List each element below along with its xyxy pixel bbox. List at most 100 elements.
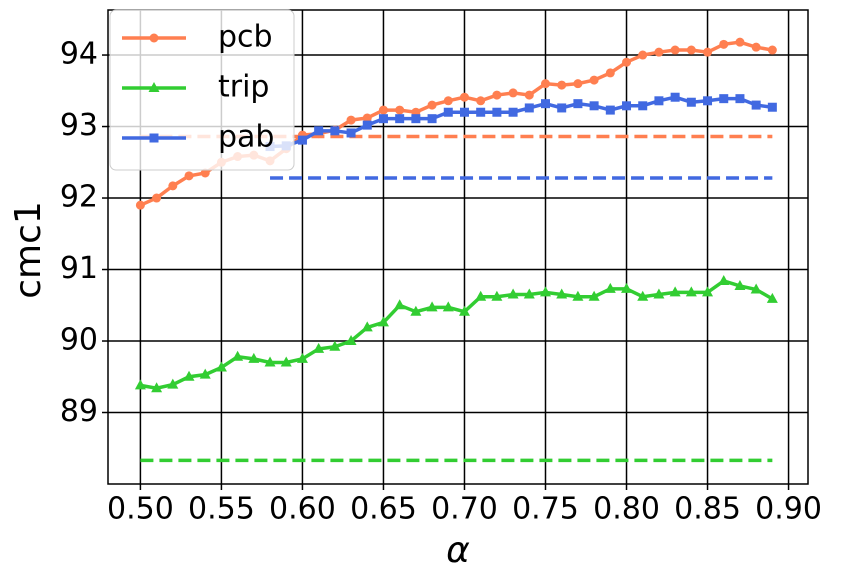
point [507, 288, 519, 299]
point [719, 94, 729, 104]
point [330, 126, 340, 136]
point [297, 135, 307, 145]
point [508, 88, 518, 98]
point [476, 107, 486, 117]
point [378, 105, 388, 115]
point [703, 96, 713, 106]
point [524, 90, 534, 100]
point [427, 114, 437, 124]
point [670, 92, 680, 102]
point [248, 352, 260, 363]
point [411, 114, 421, 124]
x-tick-label: 0.70 [431, 492, 498, 527]
point [751, 100, 761, 110]
point [168, 181, 178, 191]
point [410, 305, 422, 316]
x-tick-label: 0.75 [512, 492, 579, 527]
point [685, 286, 697, 297]
point [475, 290, 487, 301]
point [557, 103, 567, 113]
point [703, 47, 713, 57]
x-axis-label: α [446, 530, 470, 571]
point [589, 75, 599, 85]
point [200, 168, 210, 178]
point [395, 105, 405, 115]
point [184, 171, 194, 181]
point [232, 350, 244, 361]
point [492, 107, 502, 117]
point [604, 282, 616, 293]
point [735, 94, 745, 104]
point [491, 290, 503, 301]
point [751, 42, 761, 52]
point [670, 45, 680, 55]
legend-label: trip [218, 70, 269, 105]
point [459, 107, 469, 117]
x-tick-label: 0.65 [350, 492, 417, 527]
x-tick-label: 0.60 [269, 492, 336, 527]
point [183, 370, 195, 381]
point [654, 47, 664, 57]
y-tick-label: 93 [60, 108, 98, 143]
point [329, 340, 341, 351]
point [443, 107, 453, 117]
point [361, 321, 373, 332]
point [622, 57, 632, 67]
point [669, 286, 681, 297]
point [556, 288, 568, 299]
x-tick-label: 0.50 [107, 492, 174, 527]
point [605, 68, 615, 78]
point [638, 50, 648, 60]
point [313, 342, 325, 353]
point [557, 80, 567, 90]
point [573, 79, 583, 89]
point [148, 82, 160, 92]
legend-label: pab [218, 120, 274, 155]
point [314, 126, 324, 136]
point [395, 114, 405, 124]
point [443, 96, 453, 106]
y-tick-label: 91 [60, 251, 98, 286]
point [524, 103, 534, 113]
point [702, 286, 714, 297]
legend: pcb trip pab [109, 9, 295, 171]
point [458, 305, 470, 316]
point [134, 379, 146, 390]
legend-box [109, 9, 295, 171]
point [426, 301, 438, 312]
point [719, 39, 729, 49]
point [280, 356, 292, 367]
point [362, 113, 372, 123]
point [766, 292, 778, 303]
point [540, 286, 551, 297]
x-tick-label: 0.90 [755, 492, 822, 527]
point [394, 299, 406, 310]
point [541, 79, 550, 89]
point [427, 100, 437, 110]
point [346, 128, 356, 138]
point [654, 96, 664, 106]
point [149, 133, 159, 143]
point [750, 283, 762, 294]
point [215, 361, 227, 372]
legend-label: pcb [218, 20, 273, 55]
point [541, 99, 550, 109]
point [508, 107, 518, 117]
point [152, 193, 162, 203]
point [572, 290, 584, 301]
point [377, 316, 389, 327]
point [135, 200, 145, 210]
point [588, 290, 600, 301]
y-tick-label: 94 [60, 37, 98, 72]
point [149, 33, 159, 43]
point [767, 45, 777, 55]
series-line [140, 279, 774, 390]
point [734, 279, 746, 290]
point [492, 90, 502, 100]
x-tick-label: 0.85 [674, 492, 741, 527]
point [264, 356, 276, 367]
x-tick-label: 0.55 [188, 492, 255, 527]
point [622, 101, 632, 111]
point [442, 301, 454, 312]
